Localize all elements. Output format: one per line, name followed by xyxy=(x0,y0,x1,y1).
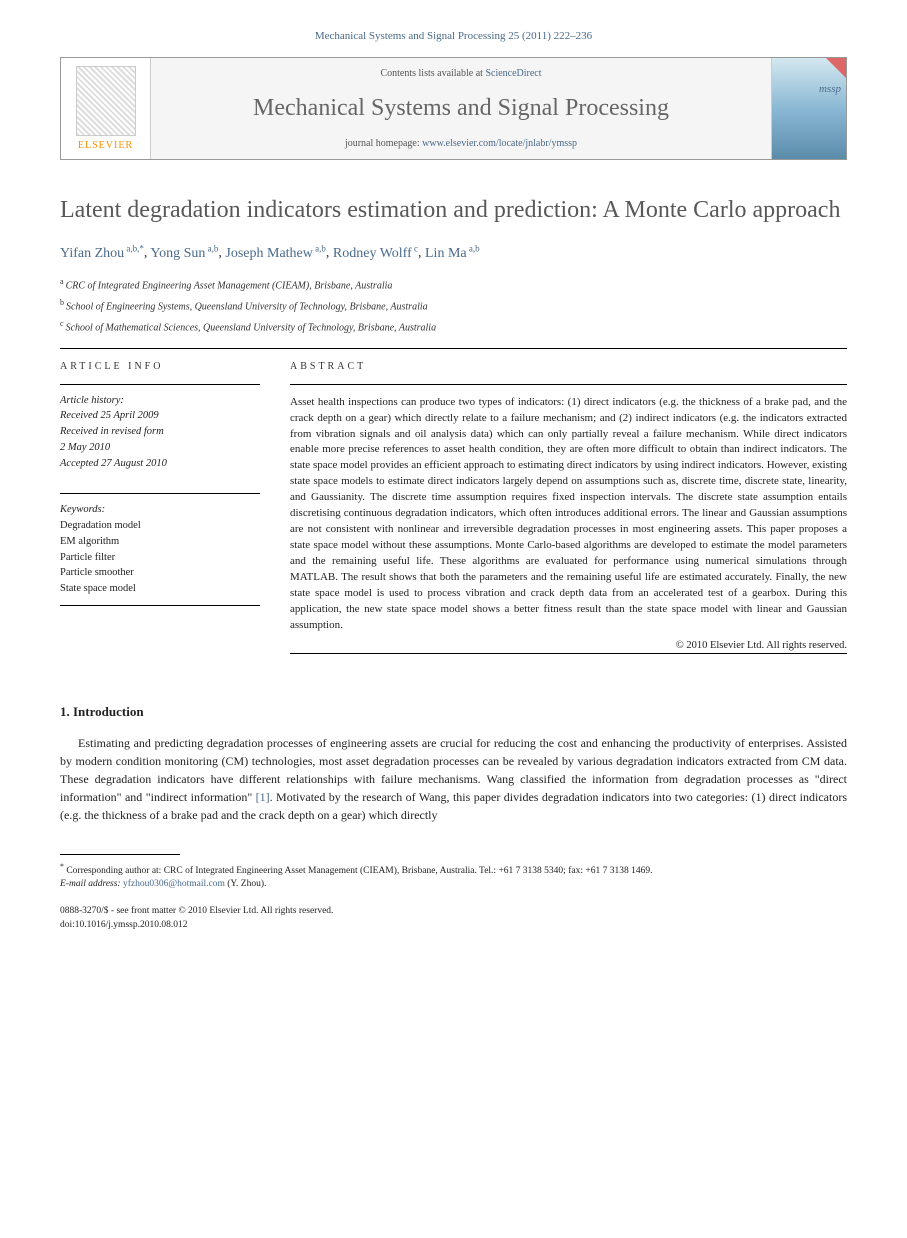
author-affiliation-marker: a,b xyxy=(313,243,326,253)
affiliation-key: b xyxy=(60,298,66,307)
keyword-item: Degradation model xyxy=(60,518,260,534)
author-name-link[interactable]: Joseph Mathew xyxy=(225,246,313,261)
author-affiliation-marker: a,b xyxy=(205,243,218,253)
elsevier-logo: ELSEVIER xyxy=(61,58,151,159)
history-received: Received 25 April 2009 xyxy=(60,408,260,424)
keyword-item: State space model xyxy=(60,581,260,597)
author: Yong Sun a,b xyxy=(150,246,218,261)
email-label: E-mail address: xyxy=(60,879,121,889)
journal-info: Contents lists available at ScienceDirec… xyxy=(151,58,771,159)
affiliation-key: c xyxy=(60,319,66,328)
journal-reference: Mechanical Systems and Signal Processing… xyxy=(60,30,847,42)
keywords-label: Keywords: xyxy=(60,502,260,518)
affiliation: a CRC of Integrated Engineering Asset Ma… xyxy=(60,276,847,293)
affiliation: b School of Engineering Systems, Queensl… xyxy=(60,297,847,314)
author-affiliation-marker: c xyxy=(412,243,418,253)
affiliation-key: a xyxy=(60,277,66,286)
author-name-link[interactable]: Rodney Wolff xyxy=(333,246,412,261)
article-info-column: ARTICLE INFO Article history: Received 2… xyxy=(60,361,260,654)
email-author: (Y. Zhou). xyxy=(227,879,266,889)
cover-label: mssp xyxy=(819,83,841,95)
contents-line: Contents lists available at ScienceDirec… xyxy=(171,68,751,79)
author: Joseph Mathew a,b xyxy=(225,246,326,261)
keyword-item: Particle smoother xyxy=(60,565,260,581)
abstract-heading: ABSTRACT xyxy=(290,361,847,372)
affiliation: c School of Mathematical Sciences, Queen… xyxy=(60,318,847,335)
reference-link[interactable]: [1] xyxy=(256,790,270,804)
author-name-link[interactable]: Yong Sun xyxy=(150,246,205,261)
homepage-line: journal homepage: www.elsevier.com/locat… xyxy=(171,138,751,149)
abstract-text: Asset health inspections can produce two… xyxy=(290,384,847,634)
author: Lin Ma a,b xyxy=(425,246,480,261)
journal-header-box: ELSEVIER Contents lists available at Sci… xyxy=(60,57,847,160)
author: Yifan Zhou a,b,* xyxy=(60,246,144,261)
history-revised-1: Received in revised form xyxy=(60,424,260,440)
history-revised-2: 2 May 2010 xyxy=(60,440,260,456)
intro-heading: 1. Introduction xyxy=(60,704,847,720)
author-name-link[interactable]: Yifan Zhou xyxy=(60,246,124,261)
article-info-heading: ARTICLE INFO xyxy=(60,361,260,372)
corr-text: CRC of Integrated Engineering Asset Mana… xyxy=(164,866,653,876)
intro-paragraph: Estimating and predicting degradation pr… xyxy=(60,734,847,824)
homepage-label: journal homepage: xyxy=(345,138,420,149)
keyword-item: Particle filter xyxy=(60,550,260,566)
history-label: Article history: xyxy=(60,393,260,409)
footer-doi: doi:10.1016/j.ymssp.2010.08.012 xyxy=(60,919,847,932)
author-name-link[interactable]: Lin Ma xyxy=(425,246,467,261)
author-list: Yifan Zhou a,b,*, Yong Sun a,b, Joseph M… xyxy=(60,243,847,262)
elsevier-tree-icon xyxy=(76,66,136,136)
keywords-block: Keywords: Degradation modelEM algorithmP… xyxy=(60,493,260,606)
abstract-copyright: © 2010 Elsevier Ltd. All rights reserved… xyxy=(290,640,847,651)
email-footnote: E-mail address: yfzhou0306@hotmail.com (… xyxy=(60,878,847,891)
email-link[interactable]: yfzhou0306@hotmail.com xyxy=(123,879,225,889)
elsevier-label: ELSEVIER xyxy=(78,140,133,151)
corr-label: Corresponding author at: xyxy=(66,866,161,876)
divider xyxy=(60,348,847,349)
article-title: Latent degradation indicators estimation… xyxy=(60,195,847,225)
footer-block: 0888-3270/$ - see front matter © 2010 El… xyxy=(60,905,847,932)
abstract-column: ABSTRACT Asset health inspections can pr… xyxy=(290,361,847,654)
footnote-divider xyxy=(60,854,180,855)
author: Rodney Wolff c xyxy=(333,246,418,261)
journal-title: Mechanical Systems and Signal Processing xyxy=(171,95,751,122)
keyword-item: EM algorithm xyxy=(60,534,260,550)
corresponding-author-footnote: * Corresponding author at: CRC of Integr… xyxy=(60,861,847,878)
contents-label: Contents lists available at xyxy=(380,68,482,79)
author-affiliation-marker: a,b,* xyxy=(124,243,144,253)
corr-marker: * xyxy=(60,862,64,871)
divider xyxy=(290,653,847,654)
info-abstract-row: ARTICLE INFO Article history: Received 2… xyxy=(60,361,847,654)
footer-copyright: 0888-3270/$ - see front matter © 2010 El… xyxy=(60,905,847,918)
author-affiliation-marker: a,b xyxy=(467,243,480,253)
journal-cover-thumbnail: mssp xyxy=(771,58,846,159)
article-history: Article history: Received 25 April 2009 … xyxy=(60,384,260,472)
homepage-link[interactable]: www.elsevier.com/locate/jnlabr/ymssp xyxy=(422,138,577,149)
sciencedirect-link[interactable]: ScienceDirect xyxy=(485,68,541,79)
history-accepted: Accepted 27 August 2010 xyxy=(60,456,260,472)
